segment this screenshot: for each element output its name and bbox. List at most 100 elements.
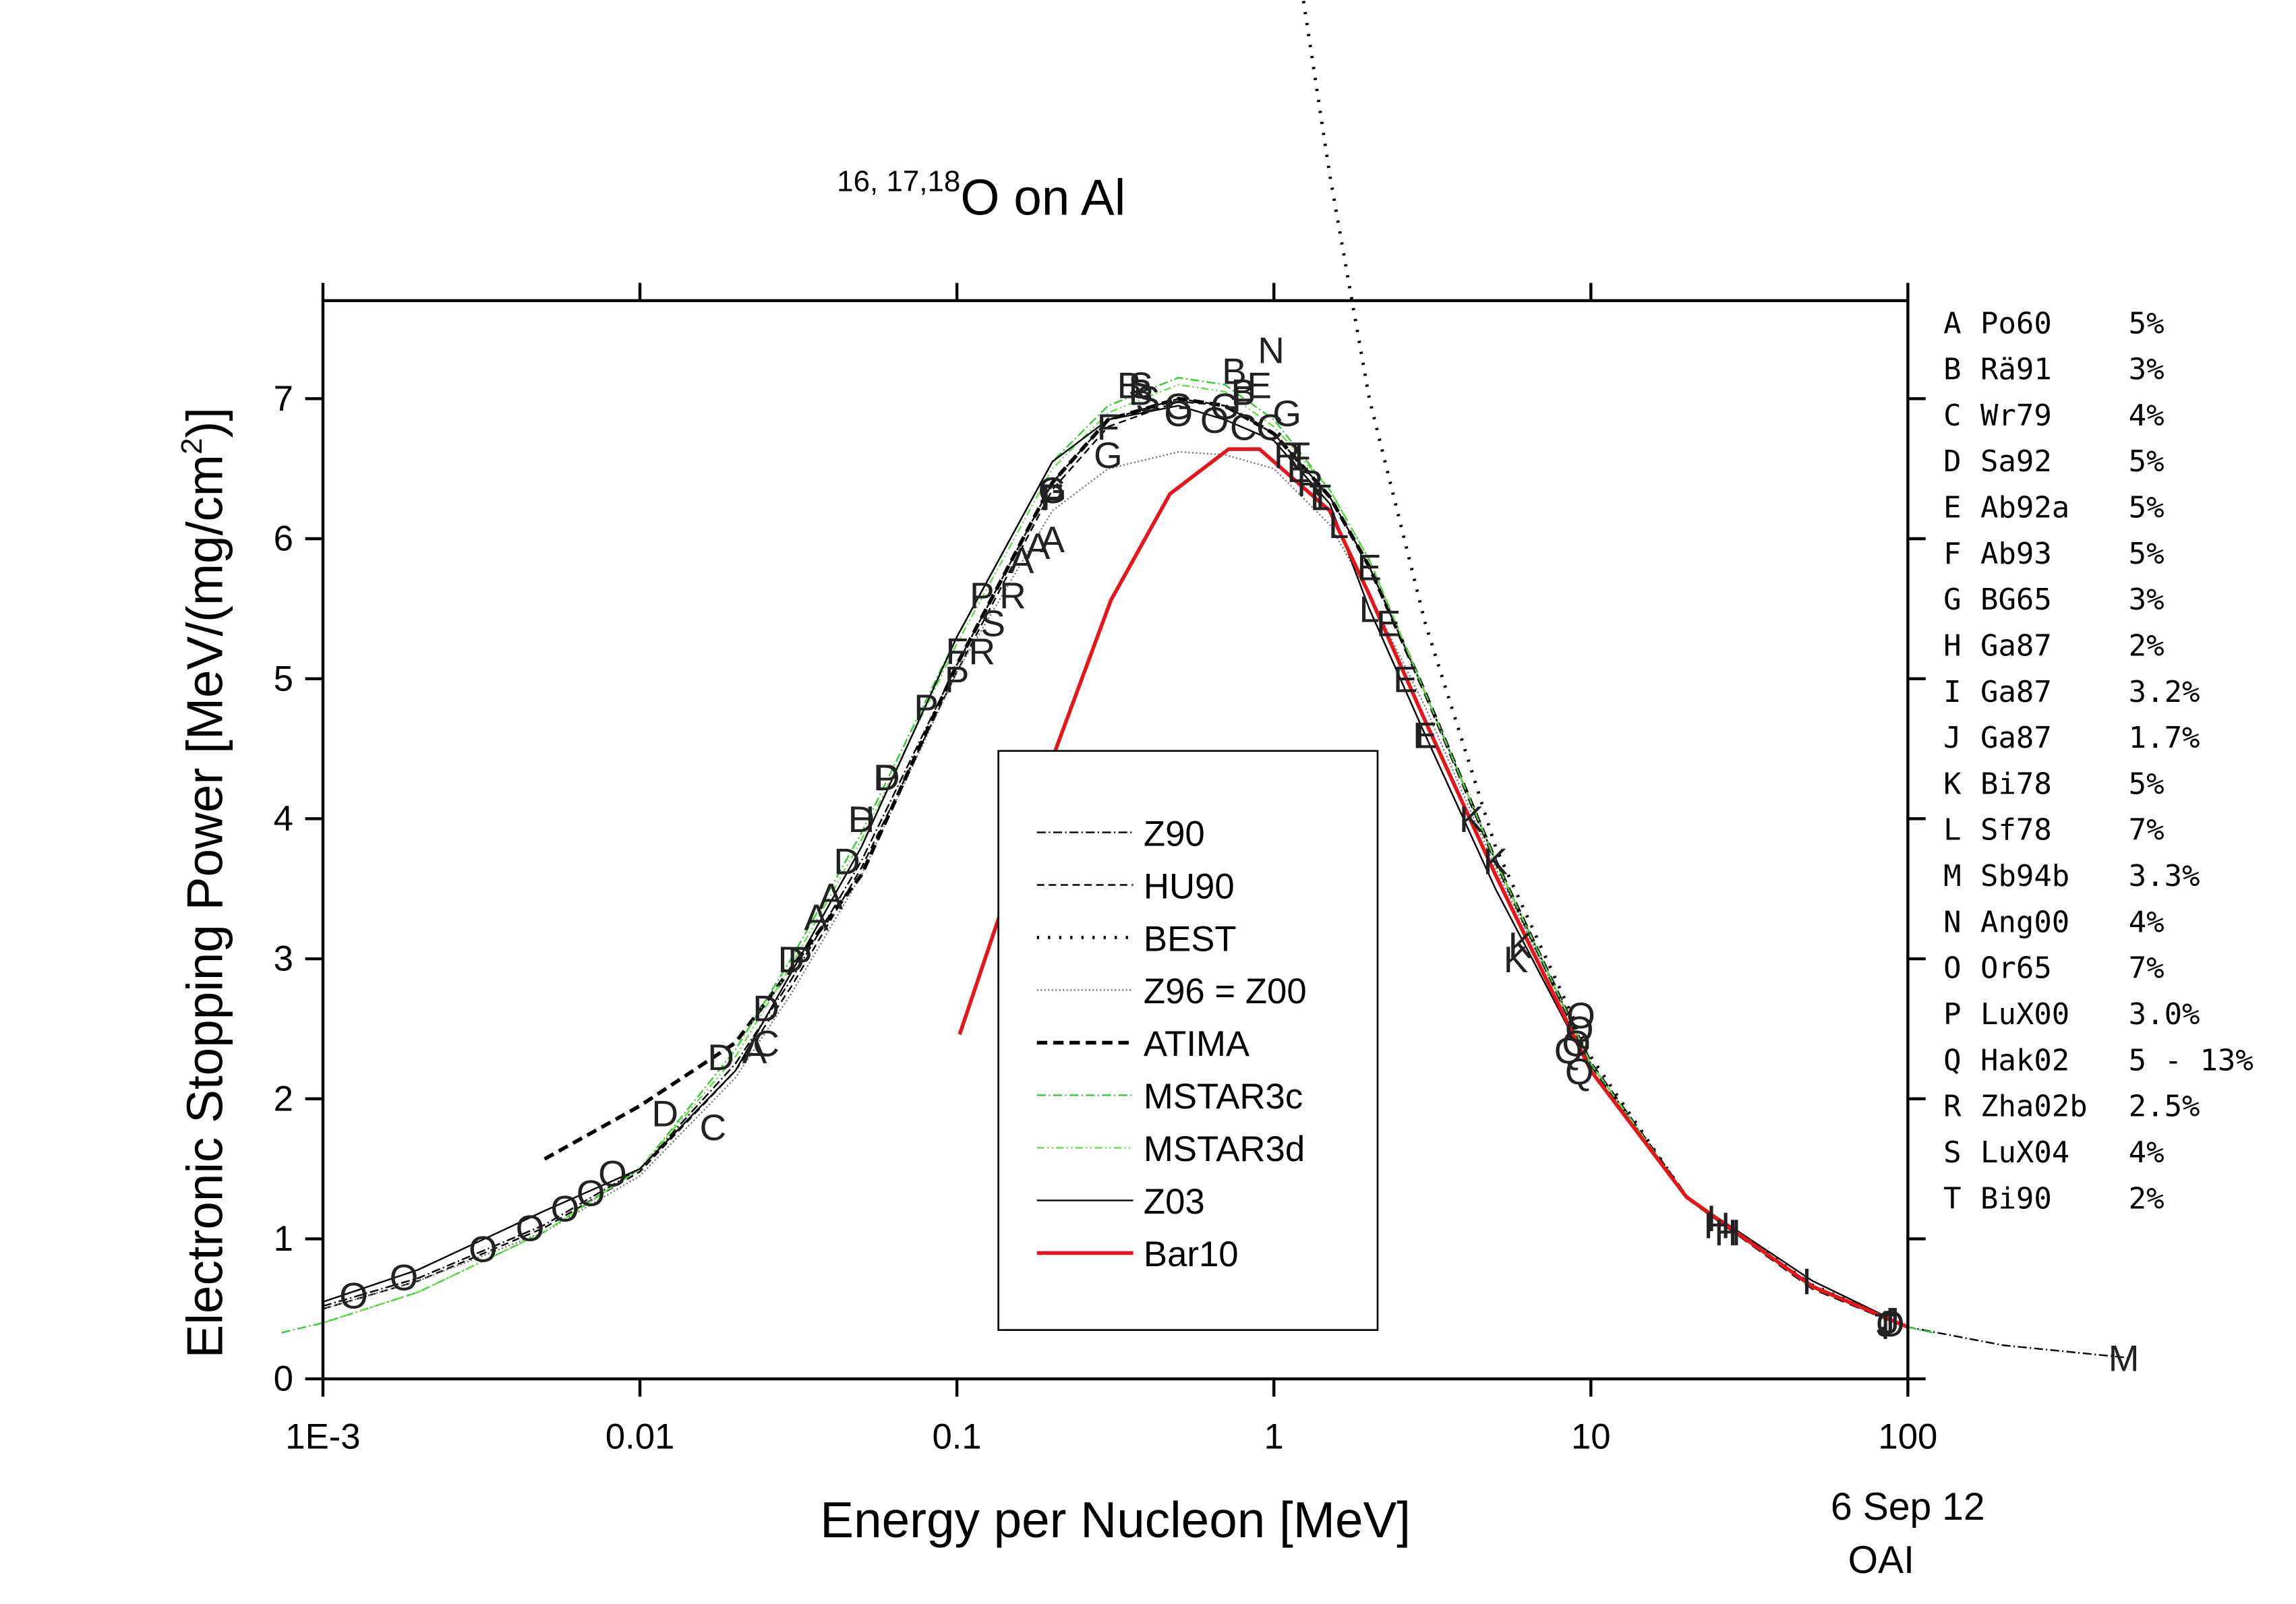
legend-unc: 4% [2129, 1135, 2165, 1170]
legend-unc: 2% [2129, 628, 2165, 663]
legend-ref: Sb94b [1980, 859, 2069, 893]
legend-letter: J [1943, 721, 1961, 755]
data-letter: G [1094, 434, 1123, 476]
legend-ref: Ang00 [1980, 905, 2069, 939]
data-letter: A [1026, 525, 1051, 567]
data-letter: O [1566, 994, 1595, 1036]
data-letter: S [1128, 364, 1153, 406]
data-letter: C [700, 1106, 727, 1148]
axes-frame [321, 299, 1910, 1381]
legend-ref: LuX00 [1980, 997, 2069, 1032]
y-label-part: )] [177, 407, 233, 438]
y-tick-label: 6 [274, 519, 293, 559]
y-tick-label: 3 [274, 939, 293, 979]
legend-unc: 5% [2129, 306, 2165, 340]
data-letter: G [1272, 392, 1301, 434]
data-letter: P [875, 756, 900, 798]
legend-label: ATIMA [1144, 1024, 1250, 1064]
annotation: 6 Sep 12 [1831, 1485, 1985, 1528]
legend-label: HU90 [1144, 866, 1235, 906]
y-tick-label: 4 [274, 799, 293, 839]
legend-ref: BG65 [1980, 583, 2052, 617]
data-letter: S [1136, 378, 1160, 420]
legend-label: Z90 [1144, 814, 1205, 854]
legend-ref: Ab92a [1980, 491, 2069, 525]
data-letter: N [1258, 329, 1285, 371]
data-letter: F [1232, 378, 1255, 420]
legend-letter: K [1943, 767, 1962, 801]
data-letter: H [848, 798, 875, 840]
annotation: OAI [1848, 1539, 1914, 1582]
data-letter: D [833, 840, 860, 882]
data-letter: M [2109, 1338, 2140, 1379]
legend-unc: 5% [2129, 537, 2165, 571]
legend-letter: O [1943, 951, 1961, 986]
data-letter: E [1376, 602, 1401, 644]
series-line [322, 384, 1908, 1328]
y-label-superscript: 2 [175, 438, 208, 454]
chart-title: 16, 17,18O on Al [837, 165, 1125, 225]
data-letter: P [788, 939, 813, 980]
data-letter: C [753, 1022, 779, 1064]
legend-unc: 7% [2129, 813, 2165, 848]
x-tick-label: 100 [1878, 1417, 1937, 1456]
data-letter: J [1876, 1303, 1894, 1344]
data-letter: Q [1554, 1030, 1583, 1071]
legend-ref: Zha02b [1980, 1090, 2088, 1124]
legend-label: MSTAR3d [1144, 1129, 1305, 1169]
legend-letter: D [1943, 444, 1961, 479]
legend-unc: 4% [2129, 905, 2165, 939]
data-letter: O [1200, 399, 1229, 441]
y-tick-label: 7 [274, 379, 293, 419]
legend-letter: R [1943, 1090, 1962, 1124]
legend-label: BEST [1144, 919, 1237, 959]
legend-ref: Sf78 [1980, 813, 2052, 848]
data-letter: G [1164, 385, 1193, 427]
data-letter: E [1287, 448, 1312, 490]
data-letter: L [1415, 715, 1436, 756]
data-letter: B [1222, 351, 1247, 392]
x-tick-label: 1E-3 [285, 1417, 360, 1456]
data-letter: J [1881, 1300, 1900, 1342]
legend-letter: H [1943, 628, 1961, 663]
data-letter: K [1508, 924, 1533, 966]
legend-unc: 3.2% [2129, 675, 2200, 709]
legend-ref: Ga87 [1980, 721, 2052, 755]
legend-letter: P [1943, 997, 1961, 1032]
data-letter: L [1310, 476, 1331, 518]
series-line [958, 447, 1909, 1329]
data-letter: P [970, 574, 995, 616]
data-letter: E [1357, 546, 1382, 588]
legend-ref: Rä91 [1980, 353, 2052, 387]
data-letter: Q [1565, 1009, 1594, 1050]
legend-unc: 5% [2129, 444, 2165, 479]
data-letter: D [873, 756, 900, 798]
legend-letter: F [1943, 537, 1961, 571]
legend-letter: E [1943, 491, 1961, 525]
legend-unc: 7% [2129, 951, 2165, 986]
y-tick-label: 0 [274, 1359, 293, 1399]
legend-unc: 2.5% [2129, 1090, 2200, 1124]
legend-letter: A [1943, 306, 1961, 340]
data-letter: F [945, 630, 968, 672]
data-letter: R [1297, 463, 1324, 504]
data-letter: H [1704, 1204, 1731, 1246]
legend-unc: 3.3% [2129, 859, 2200, 893]
legend-ref: Ga87 [1980, 675, 2052, 709]
legend-unc: 3% [2129, 353, 2165, 387]
data-letter: T [1288, 434, 1311, 476]
legend-unc: 5 - 13% [2129, 1043, 2254, 1077]
data-letter: D [848, 798, 875, 840]
legend-label: Bar10 [1144, 1235, 1239, 1274]
x-tick-label: 1 [1264, 1417, 1284, 1456]
data-letter: A [1009, 539, 1034, 581]
legend-label: MSTAR3c [1144, 1077, 1303, 1117]
data-letter: F [1097, 407, 1120, 448]
data-letter: C [1256, 407, 1283, 448]
y-label-part: Electronic Stopping Power [MeV/(mg/cm [177, 454, 233, 1358]
data-letter: T [1309, 476, 1332, 518]
x-axis-label: Energy per Nucleon [MeV] [820, 1491, 1411, 1548]
legend-letter: B [1943, 353, 1961, 387]
data-letter: O [1562, 1022, 1591, 1064]
